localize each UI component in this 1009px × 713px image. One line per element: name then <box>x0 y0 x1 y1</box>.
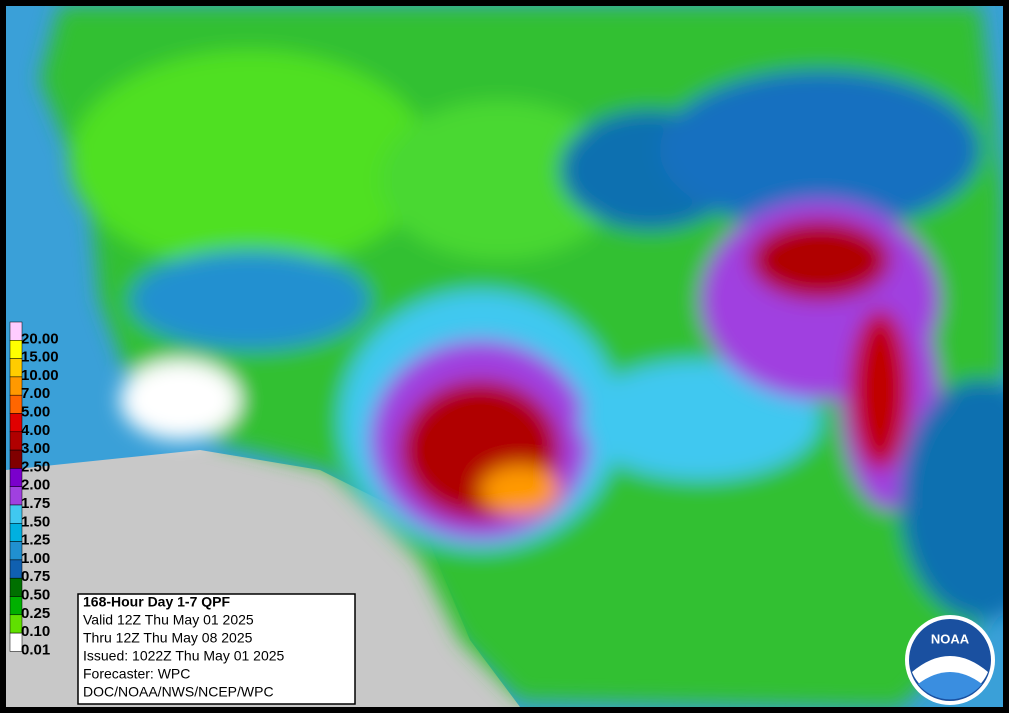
logo-text: NOAA <box>931 631 970 646</box>
info-box: 168-Hour Day 1-7 QPF Valid 12Z Thu May 01… <box>77 593 356 705</box>
legend-label: 3.00 <box>21 440 50 457</box>
legend-label: 7.00 <box>21 385 50 402</box>
legend-swatch <box>9 632 23 652</box>
legend: 20.0015.0010.007.005.004.003.002.502.001… <box>9 321 59 658</box>
legend-label: 0.25 <box>21 605 50 622</box>
map-field <box>6 6 1003 707</box>
legend-label: 1.25 <box>21 532 50 549</box>
info-line: DOC/NOAA/NWS/NCEP/WPC <box>83 684 274 700</box>
legend-label: 0.50 <box>21 586 50 603</box>
legend-label: 5.00 <box>21 403 50 420</box>
legend-label: 2.00 <box>21 477 50 494</box>
noaa-logo: NOAA <box>905 615 995 705</box>
info-line: Thru 12Z Thu May 08 2025 <box>83 630 253 646</box>
legend-label: 4.00 <box>21 422 50 439</box>
info-line: Forecaster: WPC <box>83 666 190 682</box>
legend-label: 1.50 <box>21 513 50 530</box>
legend-label: 2.50 <box>21 458 50 475</box>
legend-label: 0.75 <box>21 568 50 585</box>
legend-label: 15.00 <box>21 349 59 366</box>
info-box-frame <box>77 593 356 705</box>
legend-label: 1.00 <box>21 550 50 567</box>
legend-label: 20.00 <box>21 330 59 347</box>
legend-label: 1.75 <box>21 495 50 512</box>
legend-label: 0.10 <box>21 623 50 640</box>
info-title: 168-Hour Day 1-7 QPF <box>83 594 230 610</box>
legend-label: 0.01 <box>21 641 50 658</box>
info-line: Issued: 1022Z Thu May 01 2025 <box>83 648 285 664</box>
precip-fields <box>40 6 1003 707</box>
legend-label: 10.00 <box>21 367 59 384</box>
logo-wave <box>918 672 982 700</box>
info-line: Valid 12Z Thu May 01 2025 <box>83 612 254 628</box>
